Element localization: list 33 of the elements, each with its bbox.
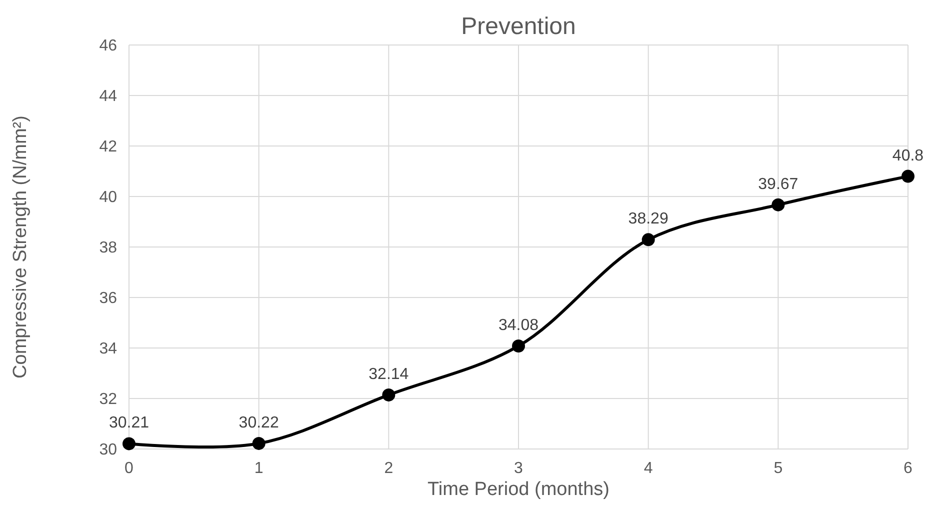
data-label: 30.22 xyxy=(238,414,279,432)
y-tick-label: 40 xyxy=(99,189,118,206)
point xyxy=(772,198,785,212)
y-tick-label: 30 xyxy=(99,442,118,459)
data-label: 39.67 xyxy=(758,176,798,193)
y-tick-label: 44 xyxy=(99,88,118,106)
data-label: 34.08 xyxy=(498,316,539,334)
point xyxy=(512,339,525,352)
point xyxy=(122,437,136,450)
x-tick-label: 4 xyxy=(644,460,653,477)
point xyxy=(382,388,396,402)
chart-title: Prevention xyxy=(461,13,576,40)
x-tick-label: 5 xyxy=(774,460,783,477)
y-tick-label: 36 xyxy=(99,290,118,308)
point xyxy=(252,436,266,450)
data-label: 40.8 xyxy=(892,147,924,164)
x-tick-label: 3 xyxy=(514,460,524,477)
y-tick-label: 42 xyxy=(99,138,118,156)
y-axis-title: Compressive Strength (N/mm²) xyxy=(10,116,31,378)
x-tick-label: 1 xyxy=(254,460,264,477)
y-tick-label: 46 xyxy=(99,38,118,55)
data-label: 32.14 xyxy=(368,366,409,383)
x-axis-title: Time Period (months) xyxy=(428,479,610,500)
data-label: 38.29 xyxy=(628,210,668,228)
y-tick-label: 38 xyxy=(99,240,118,257)
x-tick-label: 6 xyxy=(904,460,913,477)
point xyxy=(902,170,914,183)
y-tick-label: 34 xyxy=(99,340,118,358)
x-tick-label: 0 xyxy=(124,460,134,477)
data-label: 30.21 xyxy=(108,414,150,432)
x-tick-label: 2 xyxy=(384,460,394,477)
y-tick-label: 32 xyxy=(99,391,118,408)
point xyxy=(642,233,655,246)
